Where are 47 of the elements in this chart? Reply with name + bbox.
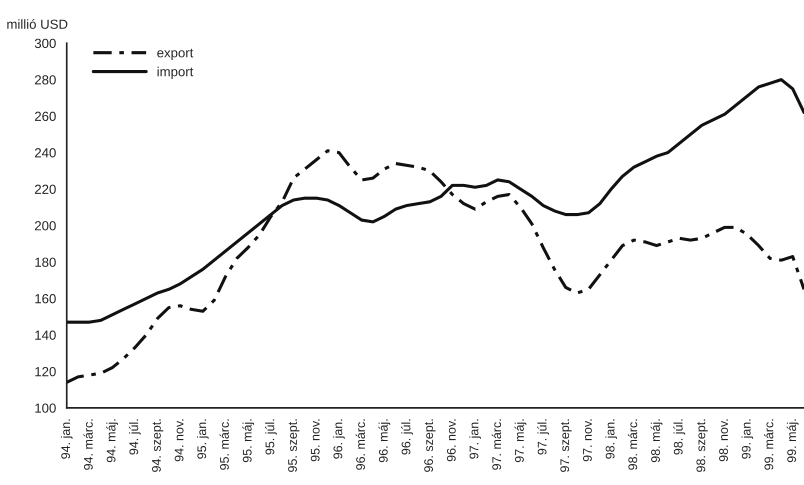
x-tick-label: 99. máj.: [786, 419, 799, 462]
legend-label: import: [158, 66, 194, 79]
x-tick-label: 95. nov.: [310, 419, 320, 462]
x-tick-label: 97. máj.: [514, 419, 526, 462]
y-axis-title: millió USD: [7, 19, 68, 29]
legend-label: export: [157, 48, 194, 60]
x-tick-label: 94. nov.: [174, 419, 184, 462]
x-tick-label: 97. júl.: [537, 419, 550, 455]
x-tick-label: 96. máj.: [378, 419, 390, 462]
x-tick-label: 94. szept.: [152, 419, 164, 472]
y-tick-label: 240: [34, 148, 56, 158]
x-tick-label: 97. jan.: [469, 419, 481, 459]
x-tick-label: 95. júl.: [265, 419, 277, 455]
x-tick-label: 94. júl.: [128, 419, 141, 455]
x-tick-label: 96. júl.: [401, 419, 413, 455]
x-tick-label: 97. nov.: [582, 419, 592, 462]
x-tick-label: 98. jan.: [605, 419, 617, 459]
y-tick-label: 260: [34, 112, 56, 122]
x-tick-label: 95. máj.: [242, 419, 254, 462]
x-tick-label: 95. szept.: [288, 419, 300, 472]
x-tick-label: 96. márc.: [356, 419, 365, 470]
y-tick-label: 100: [35, 403, 56, 413]
x-tick-label: 96. nov.: [446, 419, 456, 462]
y-tick-label: 160: [35, 294, 56, 304]
x-tick-label: 99. márc.: [764, 419, 774, 470]
x-tick-label: 98. nov.: [719, 419, 728, 462]
y-tick-label: 180: [35, 258, 56, 267]
x-tick-label: 98. márc.: [628, 419, 638, 470]
y-tick-label: 220: [34, 184, 56, 194]
y-tick-label: 280: [34, 75, 56, 85]
x-tick-label: 96. jan.: [333, 419, 345, 459]
x-tick-label: 94. máj.: [106, 419, 118, 462]
x-tick-label: 98. júl.: [673, 419, 686, 455]
y-tick-label: 200: [34, 221, 56, 230]
y-tick-label: 140: [35, 330, 56, 340]
x-tick-label: 96. szept.: [424, 419, 436, 472]
x-tick-label: 94. márc.: [83, 419, 93, 470]
x-tick-label: 99. jan.: [741, 419, 754, 459]
y-tick-label: 300: [34, 38, 56, 48]
x-tick-label: 95. márc.: [220, 419, 229, 470]
x-tick-label: 98. szept.: [696, 419, 708, 472]
x-tick-label: 98. máj.: [650, 419, 662, 462]
x-tick-label: 97. szept.: [560, 419, 572, 472]
x-tick-label: 95. jan.: [197, 419, 209, 459]
y-tick-label: 120: [35, 366, 56, 376]
x-tick-label: 94. jan.: [60, 419, 73, 459]
x-tick-label: 97. márc.: [492, 419, 502, 470]
